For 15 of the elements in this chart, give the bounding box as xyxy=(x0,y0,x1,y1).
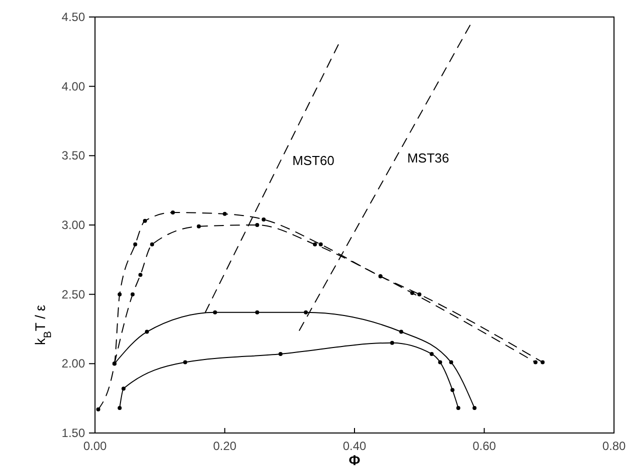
x-tick-label: 0.60 xyxy=(472,439,496,453)
y-tick-label: 4.00 xyxy=(62,79,86,94)
y-tick-label: 2.00 xyxy=(62,356,86,371)
y-tick-label: 3.50 xyxy=(62,148,86,163)
y-tick-label: 4.50 xyxy=(62,10,86,24)
x-tick-label: 0.80 xyxy=(602,439,626,453)
x-tick-label: 0.40 xyxy=(342,439,366,453)
y-tick-label: 2.50 xyxy=(62,287,86,302)
series-label: MST60 xyxy=(292,153,334,168)
y-tick-label: 1.50 xyxy=(62,426,86,440)
x-tick-label: 0.00 xyxy=(83,439,107,453)
y-tick-label: 3.00 xyxy=(62,218,86,232)
series-label: MST36 xyxy=(407,150,450,166)
x-axis-title: Φ xyxy=(348,452,361,468)
x-tick-label: 0.20 xyxy=(213,439,237,453)
